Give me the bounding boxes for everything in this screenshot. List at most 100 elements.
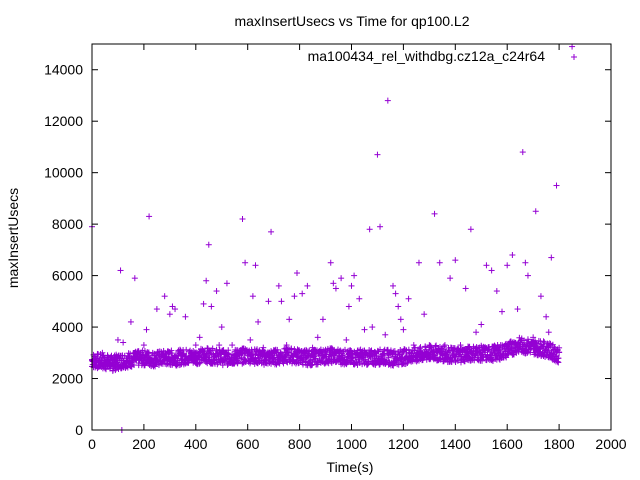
data-point [356,358,363,365]
data-point [412,344,419,351]
data-point [338,275,345,282]
data-point [377,223,384,230]
data-point [540,338,547,345]
data-point [218,324,225,331]
data-point [299,290,306,297]
data-point [196,360,203,367]
data-point [205,241,212,248]
data-point [107,360,114,367]
data-point [255,318,262,325]
data-point [548,254,555,261]
y-tick-label: 12000 [44,113,83,129]
data-point [114,359,121,366]
data-point [488,267,495,274]
data-point [122,362,129,369]
data-point [109,367,116,374]
data-point [432,343,439,350]
data-point [392,290,399,297]
data-point [347,347,354,354]
data-point [283,342,290,349]
data-point [309,344,316,351]
data-point [265,298,272,305]
data-point [483,262,490,269]
data-point [391,348,398,355]
data-point [330,280,337,287]
data-point [532,208,539,215]
data-point [177,347,184,354]
data-point [149,360,156,367]
data-point [120,339,127,346]
data-point [569,43,576,50]
data-point [365,358,372,365]
data-point [426,342,433,349]
data-point [145,350,152,357]
data-point [101,365,108,372]
y-tick-label: 10000 [44,165,83,181]
data-point [314,334,321,341]
y-tick-label: 8000 [52,216,83,232]
axis-ticks: 0 200 400 600 800 1000 1200 1400 1600 1800 2000 0 20… [44,44,627,452]
data-point [522,259,529,266]
data-point [556,349,563,356]
data-point [127,350,134,357]
data-point [555,355,562,362]
data-point [99,349,106,356]
data-point [252,262,259,269]
data-point [270,355,277,362]
data-point [493,288,500,295]
data-point [247,336,254,343]
legend-series-label: ma100434_rel_withdbg.cz12a_c24r64 [308,48,546,64]
data-point [356,295,363,302]
data-point [539,344,546,351]
data-point [169,303,176,310]
data-point [457,342,464,349]
data-point [537,293,544,300]
data-point [146,213,153,220]
data-point [172,306,179,313]
data-point [421,311,428,318]
x-tick-label: 200 [132,436,156,452]
data-point [286,316,293,323]
data-point [268,228,275,235]
data-point [192,342,199,349]
data-point [530,334,537,341]
data-point [213,288,220,295]
data-points [89,43,576,433]
data-point [288,345,295,352]
data-point [304,353,311,360]
data-point [462,285,469,292]
data-point [234,347,241,354]
legend-marker-symbol [571,54,577,60]
data-point [223,280,230,287]
y-axis-label: maxInsertUsecs [5,188,21,288]
data-point [345,303,352,310]
x-tick-label: 0 [88,436,96,452]
data-point [524,272,531,279]
data-point [229,342,236,349]
y-tick-label: 2000 [52,371,83,387]
data-point [377,361,384,368]
x-tick-label: 1400 [440,436,471,452]
data-point [447,275,454,282]
data-point [131,275,138,282]
data-point [509,252,516,259]
data-point [140,342,147,349]
data-point [436,259,443,266]
data-point [168,350,175,357]
data-point [117,267,124,274]
data-point [384,97,391,104]
y-tick-label: 4000 [52,319,83,335]
data-point [543,313,550,320]
x-tick-label: 1200 [388,436,419,452]
data-point [390,282,397,289]
data-point [504,262,511,269]
data-point [182,313,189,320]
data-point [203,277,210,284]
data-point [242,259,249,266]
data-point [553,182,560,189]
x-tick-label: 2000 [595,436,626,452]
data-point [208,303,215,310]
data-point [361,326,368,333]
data-point [415,259,422,266]
